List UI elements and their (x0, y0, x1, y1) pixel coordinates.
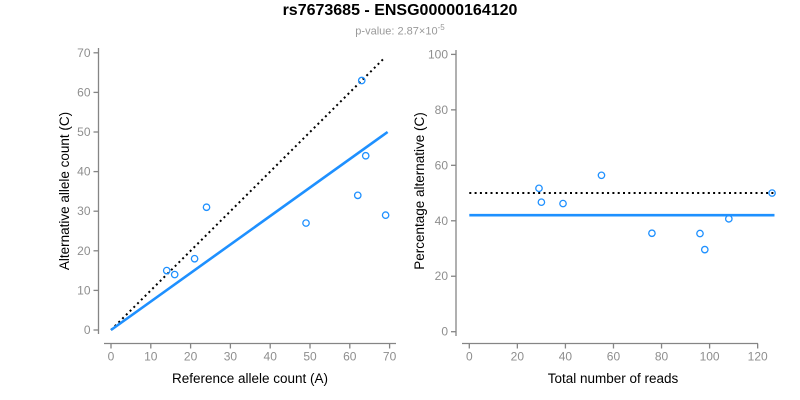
y-axis-title: Percentage alternative (C) (412, 112, 427, 270)
data-point (535, 184, 543, 193)
data-point (162, 266, 171, 275)
y-tick-label: 80 (435, 103, 449, 117)
data-point (648, 229, 656, 238)
data-point (357, 76, 366, 85)
y-tick-label: 40 (435, 214, 449, 228)
y-tick-label: 20 (435, 269, 449, 283)
left-panel: 0 10 20 30 40 50 60 70 0 10 20 30 40 50 60 70 Reference … (57, 46, 397, 386)
data-point (537, 198, 546, 207)
x-tick-label: 120 (748, 350, 768, 364)
data-point (696, 229, 704, 238)
x-tick-label: 100 (700, 350, 720, 364)
figure-title: rs7673685 - ENSG00000164120 (282, 2, 518, 19)
y-tick-label: 100 (428, 47, 448, 61)
x-tick-label: 60 (343, 350, 357, 364)
regression-line (110, 130, 389, 332)
y-tick-label: 60 (77, 85, 91, 99)
x-tick-label: 10 (144, 350, 158, 364)
data-point (700, 245, 709, 254)
y-axis-title: Alternative allele count (C) (57, 112, 72, 270)
data-point (597, 171, 606, 180)
x-tick-label: 20 (511, 350, 525, 364)
x-tick-label: 50 (303, 350, 317, 364)
x-tick-label: 20 (184, 350, 198, 364)
pvalue-exponent: -5 (437, 23, 445, 32)
data-point (559, 199, 567, 208)
y-tick-label: 20 (77, 244, 91, 258)
x-tick-label: 0 (466, 350, 473, 364)
x-tick-label: 0 (108, 350, 115, 364)
data-point (353, 191, 362, 200)
data-point (170, 270, 179, 279)
data-point (202, 203, 211, 212)
data-point (381, 211, 390, 220)
y-tick-label: 40 (77, 165, 91, 179)
x-tick-label: 70 (383, 350, 397, 364)
data-point (361, 151, 370, 160)
data-point (302, 219, 310, 227)
pvalue-subtitle: p-value: 2.87×10-5 (0, 23, 800, 38)
y-tick-label: 50 (77, 125, 91, 139)
y-tick-label: 30 (77, 204, 91, 218)
x-axis-title: Reference allele count (A) (172, 371, 328, 386)
identity-line (110, 58, 385, 331)
x-tick-label: 30 (224, 350, 238, 364)
y-tick-label: 0 (84, 323, 91, 337)
data-point (190, 254, 199, 263)
data-point (724, 214, 733, 223)
y-tick-label: 0 (441, 325, 448, 339)
pvalue-text: p-value: 2.87×10 (355, 25, 438, 38)
x-tick-label: 40 (559, 350, 573, 364)
y-tick-label: 70 (77, 46, 91, 60)
y-tick-label: 10 (77, 283, 91, 297)
y-tick-label: 60 (435, 158, 449, 172)
data-point (768, 189, 776, 197)
x-tick-label: 60 (607, 350, 621, 364)
x-tick-label: 40 (264, 350, 278, 364)
x-axis-title: Total number of reads (548, 371, 679, 386)
x-tick-label: 80 (655, 350, 669, 364)
right-panel: 0 20 40 60 80 100 0 20 40 60 80 100 120 Total number … (412, 47, 776, 386)
